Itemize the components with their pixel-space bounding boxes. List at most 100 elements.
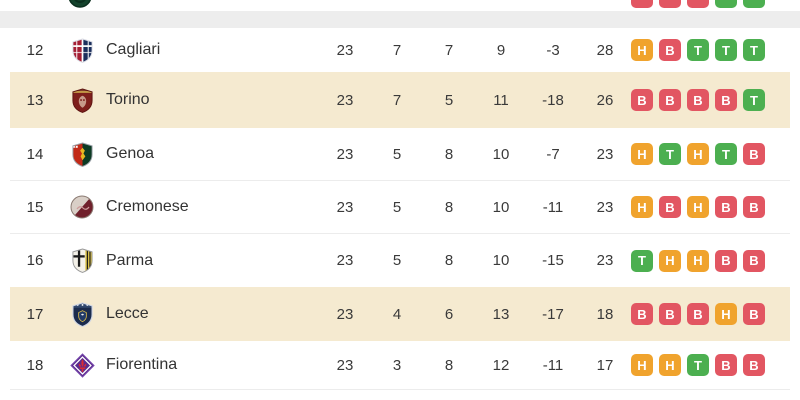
form-badge[interactable]: B <box>631 303 653 325</box>
form-badge[interactable]: B <box>715 249 737 272</box>
torino-crest-icon <box>71 87 94 113</box>
form-badge[interactable]: H <box>659 249 681 272</box>
section-divider <box>0 11 800 28</box>
losses-cell: 12 <box>492 356 510 374</box>
form-badge[interactable]: B <box>743 354 765 376</box>
wins-cell: 7 <box>392 41 402 59</box>
table-row[interactable]: 17 Lecce 23 4 6 13 -17 18 B B B H B <box>10 287 790 341</box>
form-badge[interactable]: T <box>659 143 681 165</box>
form-badge[interactable] <box>743 0 765 8</box>
team-name[interactable]: Parma <box>106 251 154 269</box>
team-name[interactable]: Genoa <box>106 145 155 162</box>
played-cell: 23 <box>336 91 354 109</box>
wins-cell: 5 <box>392 145 402 163</box>
form-badge[interactable] <box>631 0 653 8</box>
losses-cell: 10 <box>492 252 510 269</box>
fiorentina-crest-icon <box>69 352 95 378</box>
form-badge[interactable]: T <box>715 39 737 61</box>
played-cell: 23 <box>336 356 354 374</box>
draws-cell: 8 <box>444 356 454 374</box>
form-badge[interactable]: B <box>743 143 765 165</box>
form-badge[interactable]: H <box>631 354 653 376</box>
form-badge[interactable] <box>687 0 709 8</box>
table-row[interactable]: 14 Genoa 23 5 8 10 -7 23 H T H T B <box>10 128 790 181</box>
cremonese-crest-icon <box>70 195 94 219</box>
form-badge[interactable]: B <box>715 354 737 376</box>
table-row[interactable]: 18 Fiorentina 23 3 8 12 -11 17 H H T B B <box>10 341 790 390</box>
position: 12 <box>26 41 44 59</box>
goal-diff-cell: -15 <box>542 252 564 269</box>
team-name[interactable]: Torino <box>106 91 150 108</box>
bottom-row-edge <box>10 390 790 397</box>
wins-cell: 5 <box>392 252 402 269</box>
form-badge[interactable]: H <box>715 303 737 325</box>
form-badge[interactable]: B <box>659 303 681 325</box>
points-cell: 23 <box>596 198 614 216</box>
form-badge[interactable]: B <box>631 89 653 111</box>
form-badge[interactable]: H <box>687 196 709 218</box>
losses-cell: 9 <box>496 41 506 59</box>
points-cell: 28 <box>596 41 614 59</box>
table-row[interactable]: 15 Cremonese 23 5 8 10 -11 23 H B H B B <box>10 181 790 234</box>
draws-cell: 8 <box>444 145 454 163</box>
table-row[interactable]: 12 Cagliari 23 7 7 9 -3 28 H B T T T <box>10 28 790 72</box>
wins-cell: 7 <box>392 91 402 109</box>
form-badge[interactable]: H <box>631 39 653 61</box>
form-badge[interactable]: B <box>743 303 765 325</box>
genoa-crest-icon <box>71 141 94 167</box>
form-badge[interactable]: B <box>659 89 681 111</box>
form-badge[interactable] <box>659 0 681 8</box>
position: 13 <box>26 91 44 109</box>
form-badge[interactable]: H <box>687 249 709 272</box>
team-name[interactable]: Cremonese <box>106 198 189 215</box>
team-name[interactable]: Fiorentina <box>106 356 178 373</box>
form-badge[interactable]: H <box>659 354 681 376</box>
table-row-partial-top[interactable] <box>10 0 790 11</box>
form-badge[interactable]: B <box>743 196 765 218</box>
form-badge[interactable]: H <box>631 143 653 165</box>
form-badge[interactable]: T <box>687 39 709 61</box>
losses-cell: 11 <box>493 91 509 109</box>
form-badge[interactable]: T <box>743 89 765 111</box>
wins-cell: 4 <box>392 305 402 323</box>
goal-diff-cell: -11 <box>542 356 564 374</box>
losses-cell: 10 <box>492 145 510 163</box>
wins-cell: 5 <box>392 198 402 216</box>
form-badge[interactable]: H <box>631 196 653 218</box>
form-badges-partial <box>631 0 765 8</box>
played-cell: 23 <box>336 145 354 163</box>
form-badge[interactable]: B <box>687 89 709 111</box>
team-name[interactable]: Cagliari <box>106 41 161 58</box>
points-cell: 23 <box>596 145 614 163</box>
form-badge[interactable]: T <box>715 143 737 165</box>
sassuolo-crest-icon <box>68 0 92 8</box>
draws-cell: 5 <box>444 91 454 109</box>
form-badge[interactable]: B <box>715 89 737 111</box>
position: 15 <box>26 198 44 216</box>
form-badge[interactable]: B <box>659 196 681 218</box>
form-badge[interactable]: T <box>743 39 765 61</box>
goal-diff-cell: -11 <box>542 198 564 216</box>
form-badge[interactable]: T <box>687 354 709 376</box>
team-name[interactable]: Lecce <box>106 305 149 322</box>
draws-cell: 8 <box>444 198 454 216</box>
form-badge[interactable]: H <box>687 143 709 165</box>
position: 17 <box>26 305 44 323</box>
losses-cell: 13 <box>492 305 510 323</box>
position: 16 <box>26 252 44 269</box>
form-badge[interactable] <box>715 0 737 8</box>
form-badge[interactable]: T <box>631 249 653 272</box>
table-row[interactable]: 13 Torino 23 7 5 11 -18 26 B B B B T <box>10 72 790 128</box>
goal-diff-cell: -3 <box>546 41 560 59</box>
draws-cell: 6 <box>444 305 454 323</box>
form-badge[interactable]: B <box>687 303 709 325</box>
goal-diff-cell: -17 <box>542 305 564 323</box>
played-cell: 23 <box>336 198 354 216</box>
wins-cell: 3 <box>392 356 402 374</box>
form-badge[interactable]: B <box>743 249 765 272</box>
form-badge[interactable]: B <box>659 39 681 61</box>
form-badge[interactable]: B <box>715 196 737 218</box>
table-row[interactable]: 16 Parma 23 5 8 10 -15 23 T H H B B <box>10 234 790 287</box>
